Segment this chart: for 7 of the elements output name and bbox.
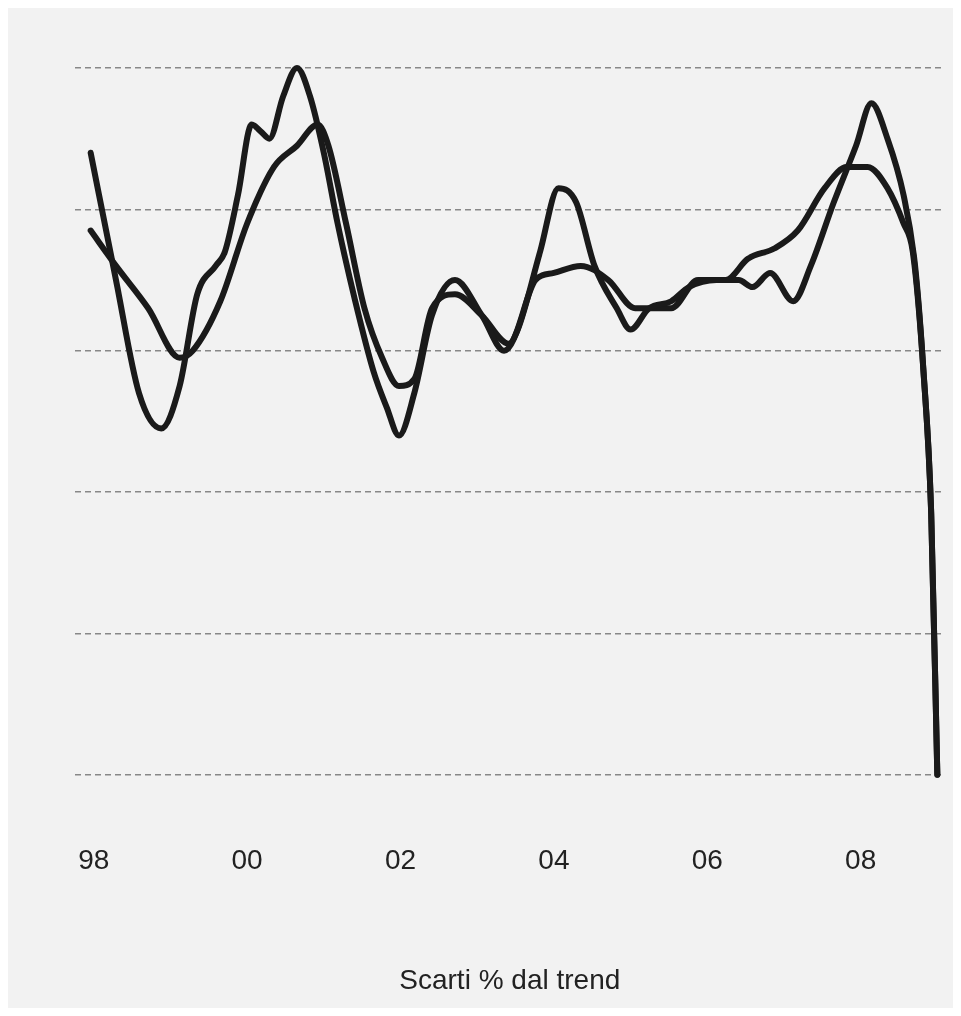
x-tick-label: 98 [78,844,110,876]
x-tick-label: 04 [538,844,570,876]
x-tick-label: 08 [845,844,877,876]
x-tick-label: 06 [691,844,723,876]
x-axis-title: Scarti % dal trend [399,963,621,995]
x-tick-label: 00 [231,844,263,876]
x-tick-label: 02 [384,844,417,876]
